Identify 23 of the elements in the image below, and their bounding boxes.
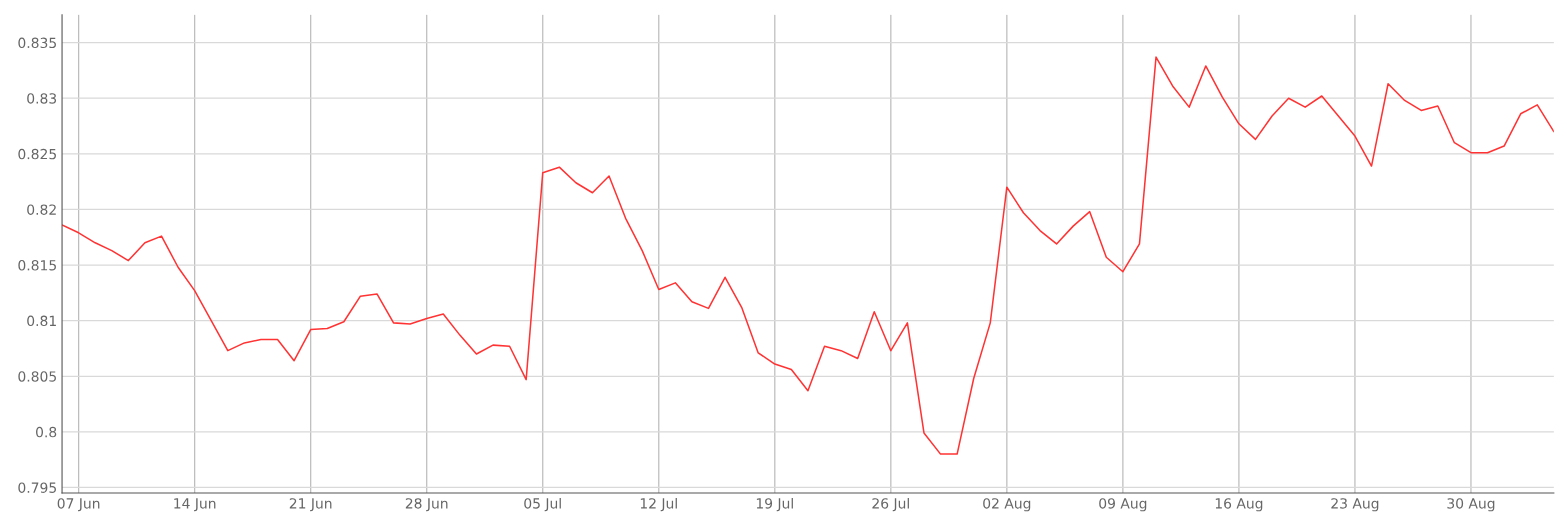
y-tick-label: 0.81 [27,315,56,327]
y-tick-label: 0.805 [18,371,56,382]
y-tick-label: 0.83 [27,93,57,104]
x-tick-label: 26 Jul [872,497,909,512]
x-tick-label: 30 Aug [1447,498,1495,512]
y-tick-label: 0.8 [36,426,57,438]
y-tick-label: 0.815 [18,260,56,271]
x-tick-label: 02 Aug [983,498,1031,512]
y-tick-label: 0.825 [18,148,56,160]
x-tick-label: 09 Aug [1099,498,1147,512]
line-series [62,56,1554,455]
y-tick-label: 0.795 [18,482,56,493]
x-tick-label: 16 Aug [1215,498,1263,512]
x-tick-label: 19 Jul [756,497,793,512]
x-tick-label: 07 Jun [57,498,100,512]
x-tick-label: 14 Jun [174,498,216,512]
x-tick-label: 05 Jul [524,497,561,512]
x-tick-label: 28 Jun [405,498,448,512]
x-tick-label: 21 Jun [289,498,332,512]
x-tick-label: 23 Aug [1331,498,1379,512]
y-tick-label: 0.82 [27,204,56,215]
y-tick-label: 0.835 [18,37,56,49]
x-tick-label: 12 Jul [640,497,677,512]
